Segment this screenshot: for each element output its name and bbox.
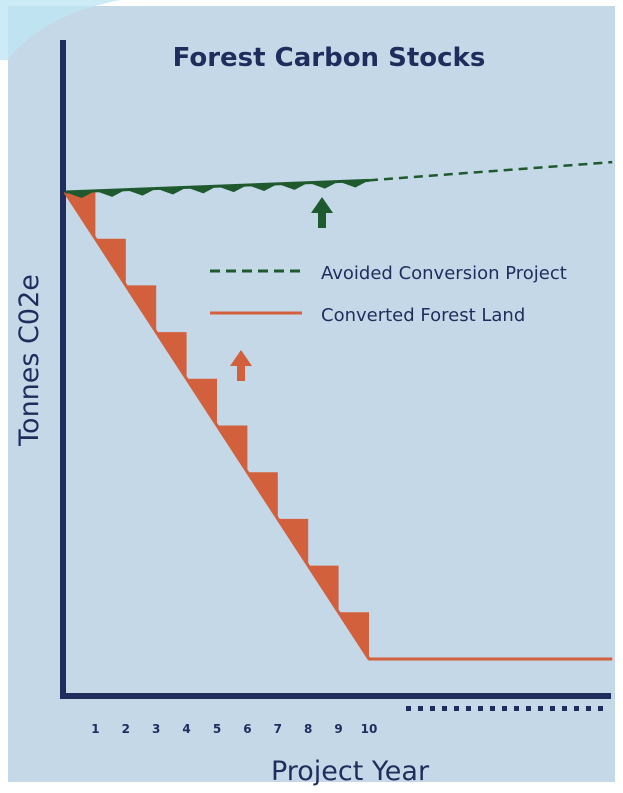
converted-series-line [63,191,613,661]
continuation-dot [526,706,531,711]
x-axis-label: Project Year [271,756,430,787]
x-tick-label: 9 [334,722,342,736]
direction-arrows [230,197,333,381]
avoided-up-arrow [311,197,333,228]
x-tick-labels: 1 2 3 4 5 6 7 8 9 10 [91,722,377,736]
legend-label-avoided: Avoided Conversion Project [321,263,567,284]
chart-panel [8,6,615,782]
x-tick-label: 6 [243,722,251,736]
x-tick-label: 5 [213,722,221,736]
continuation-dot [430,706,435,711]
avoided-series-line-projection [368,160,613,182]
y-axis-label: Tonnes C02e [14,274,45,447]
avoided-series-line [64,178,370,194]
x-tick-label: 7 [274,722,282,736]
x-tick-label: 8 [304,722,312,736]
continuation-dot [442,706,447,711]
continuation-dot [562,706,567,711]
series-lines [63,160,613,661]
continuation-dot [418,706,423,711]
chart-title: Forest Carbon Stocks [173,43,486,73]
continuation-dot [490,706,495,711]
legend-label-converted: Converted Forest Land [321,305,525,326]
legend: Avoided Conversion Project Converted For… [210,263,567,326]
x-tick-label: 2 [122,722,130,736]
continuation-dot [406,706,411,711]
x-tick-label: 10 [361,722,378,736]
x-axis-continuation-dots [406,706,603,711]
continuation-dot [514,706,519,711]
x-tick-label: 3 [152,722,160,736]
continuation-dot [598,706,603,711]
continuation-dot [466,706,471,711]
continuation-dot [538,706,543,711]
continuation-dot [454,706,459,711]
continuation-dot [550,706,555,711]
continuation-dot [478,706,483,711]
continuation-dot [586,706,591,711]
continuation-dot [574,706,579,711]
continuation-dot [502,706,507,711]
converted-up-arrow [230,350,252,381]
x-tick-label: 4 [182,722,190,736]
corner-decoration [0,0,120,60]
x-tick-label: 1 [91,722,99,736]
